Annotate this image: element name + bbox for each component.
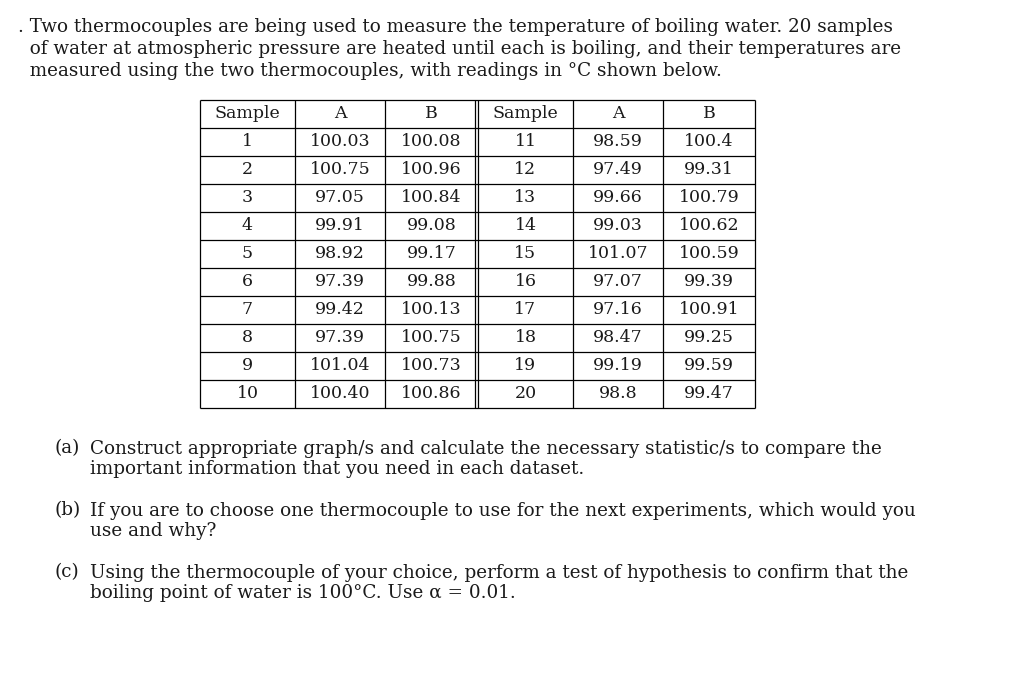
- Text: 16: 16: [514, 273, 537, 290]
- Text: Sample: Sample: [493, 106, 558, 123]
- Text: 99.03: 99.03: [593, 218, 643, 235]
- Text: 100.40: 100.40: [309, 386, 371, 403]
- Text: 100.59: 100.59: [679, 245, 739, 262]
- Text: Construct appropriate graph/s and calculate the necessary statistic/s to compare: Construct appropriate graph/s and calcul…: [90, 439, 882, 458]
- Text: 100.79: 100.79: [679, 189, 739, 207]
- Text: Using the thermocouple of your choice, perform a test of hypothesis to confirm t: Using the thermocouple of your choice, p…: [90, 563, 908, 582]
- Text: 7: 7: [242, 302, 253, 319]
- Text: boiling point of water is 100°C. Use α = 0.01.: boiling point of water is 100°C. Use α =…: [90, 584, 516, 603]
- Text: 12: 12: [514, 161, 537, 178]
- Text: 100.91: 100.91: [679, 302, 739, 319]
- Text: 99.39: 99.39: [684, 273, 734, 290]
- Text: 98.92: 98.92: [315, 245, 365, 262]
- Text: 1: 1: [242, 134, 253, 151]
- Text: 8: 8: [242, 330, 253, 346]
- Text: 99.66: 99.66: [593, 189, 643, 207]
- Text: B: B: [702, 106, 716, 123]
- Text: 97.39: 97.39: [315, 273, 365, 290]
- Text: 99.59: 99.59: [684, 357, 734, 374]
- Text: Sample: Sample: [215, 106, 281, 123]
- Text: B: B: [425, 106, 438, 123]
- Text: 100.75: 100.75: [401, 330, 462, 346]
- Text: of water at atmospheric pressure are heated until each is boiling, and their tem: of water at atmospheric pressure are hea…: [18, 40, 901, 58]
- Text: 10: 10: [237, 386, 258, 403]
- Text: A: A: [611, 106, 625, 123]
- Text: 100.62: 100.62: [679, 218, 739, 235]
- Text: 15: 15: [514, 245, 537, 262]
- Text: use and why?: use and why?: [90, 523, 216, 540]
- Text: 101.07: 101.07: [588, 245, 648, 262]
- Text: 5: 5: [242, 245, 253, 262]
- Text: 100.73: 100.73: [401, 357, 462, 374]
- Text: 101.04: 101.04: [309, 357, 371, 374]
- Text: 100.75: 100.75: [309, 161, 371, 178]
- Text: 99.08: 99.08: [407, 218, 457, 235]
- Text: 20: 20: [514, 386, 537, 403]
- Text: 97.07: 97.07: [593, 273, 643, 290]
- Text: 98.8: 98.8: [599, 386, 637, 403]
- Text: 18: 18: [514, 330, 537, 346]
- Text: 2: 2: [242, 161, 253, 178]
- Text: 97.16: 97.16: [593, 302, 643, 319]
- Text: 6: 6: [242, 273, 253, 290]
- Text: 99.42: 99.42: [315, 302, 365, 319]
- Text: 13: 13: [514, 189, 537, 207]
- Text: 97.05: 97.05: [315, 189, 365, 207]
- Text: 100.03: 100.03: [309, 134, 371, 151]
- Text: 97.39: 97.39: [315, 330, 365, 346]
- Text: 14: 14: [514, 218, 537, 235]
- Text: (a): (a): [55, 439, 80, 458]
- Text: A: A: [334, 106, 346, 123]
- Text: 99.19: 99.19: [593, 357, 643, 374]
- Text: . Two thermocouples are being used to measure the temperature of boiling water. : . Two thermocouples are being used to me…: [18, 18, 893, 36]
- Text: 99.47: 99.47: [684, 386, 734, 403]
- Text: important information that you need in each dataset.: important information that you need in e…: [90, 460, 585, 479]
- Text: (c): (c): [55, 563, 80, 582]
- Text: 97.49: 97.49: [593, 161, 643, 178]
- Text: If you are to choose one thermocouple to use for the next experiments, which wou: If you are to choose one thermocouple to…: [90, 502, 915, 519]
- Text: 99.91: 99.91: [315, 218, 365, 235]
- Text: (b): (b): [55, 502, 81, 519]
- Text: 99.88: 99.88: [407, 273, 457, 290]
- Text: 100.96: 100.96: [401, 161, 462, 178]
- Text: 3: 3: [242, 189, 253, 207]
- Text: measured using the two thermocouples, with readings in °C shown below.: measured using the two thermocouples, wi…: [18, 62, 722, 80]
- Text: 98.47: 98.47: [593, 330, 643, 346]
- Text: 99.17: 99.17: [407, 245, 457, 262]
- Text: 99.25: 99.25: [684, 330, 734, 346]
- Text: 9: 9: [242, 357, 253, 374]
- Text: 19: 19: [514, 357, 537, 374]
- Text: 99.31: 99.31: [684, 161, 734, 178]
- Text: 100.86: 100.86: [401, 386, 462, 403]
- Text: 100.4: 100.4: [684, 134, 734, 151]
- Text: 98.59: 98.59: [593, 134, 643, 151]
- Text: 100.08: 100.08: [401, 134, 462, 151]
- Text: 4: 4: [242, 218, 253, 235]
- Text: 100.84: 100.84: [401, 189, 462, 207]
- Text: 11: 11: [514, 134, 537, 151]
- Text: 17: 17: [514, 302, 537, 319]
- Text: 100.13: 100.13: [401, 302, 462, 319]
